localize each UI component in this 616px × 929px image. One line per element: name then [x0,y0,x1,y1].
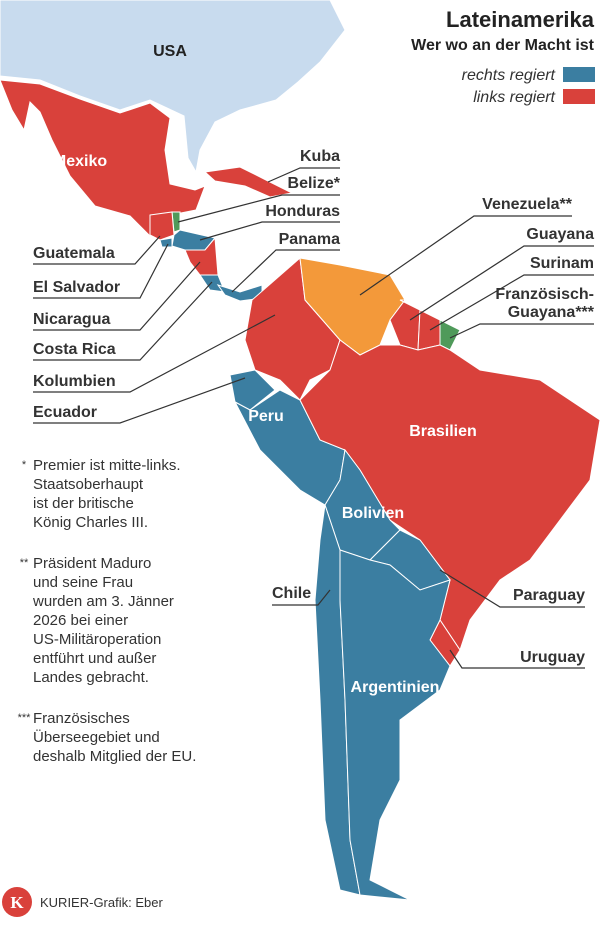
leader-line [177,194,340,223]
country-shape [0,0,346,174]
country-shape [299,339,601,652]
country-labels: USA Mexiko Kuba Belize* Guatemala Honduras El … [33,43,595,696]
country-label: Honduras [265,203,340,220]
country-label: Peru [248,408,284,425]
country-label: Venezuela** [482,196,573,213]
footnote-line: deshalb Mitglied der EU. [33,748,196,765]
leader-line [231,249,340,293]
country-label: Costa Rica [33,341,116,358]
country-label: Guayana*** [508,304,595,321]
leader-line [272,589,331,606]
countries [0,0,601,901]
country-shape [159,237,173,248]
country-label: Brasilien [409,423,477,440]
footnote-line: wurden am 3. Jänner [32,593,174,610]
country-label: Bolivien [342,505,404,522]
subtitle: Wer wo an der Macht ist [411,37,595,54]
credit: KURIER-Grafik: Eber [40,895,163,910]
country-label: Guayana [526,226,594,243]
footnote-line: Staatsoberhaupt [33,476,144,493]
country-label: Panama [279,231,340,248]
footnote-line: entführt und außer [33,650,156,667]
legend-swatch [563,89,595,104]
country-label: Uruguay [520,649,585,666]
leader-line [449,649,585,669]
country-label: Kuba [300,148,340,165]
country-label: Französisch- [495,286,594,303]
leader-line [409,245,594,321]
country-label: Kolumbien [33,373,116,390]
leader-line [199,221,340,241]
country-label: Argentinien [351,679,440,696]
leader-line [439,569,585,608]
footnote-line: Überseegebiet und [33,728,160,746]
footnote-line: Präsident Maduro [33,555,151,572]
legend-swatch [563,67,595,82]
legend: rechts regiert links regiert [462,67,595,106]
leader-line [33,243,169,299]
country-shape [229,369,276,411]
leader-line [267,167,340,183]
footnotes: * Premier ist mitte-links. Staatsoberhaupt… [18,457,197,765]
footnote-line: ist der britische [33,495,134,512]
country-shape [339,549,451,901]
leader-line [429,274,594,331]
footnote-line: Französisches [33,710,130,727]
country-label: Chile [272,585,311,602]
leader-line [33,235,161,265]
leader-line [33,281,213,361]
country-label: Guatemala [33,245,115,262]
footnote-line: 2026 bei einer [33,612,128,629]
footnote-line: US-Militäroperation [33,631,161,648]
country-label: Ecuador [33,404,97,421]
legend-label: links regiert [473,89,555,106]
leader-line [449,323,594,339]
footnote-line: König Charles III. [33,514,148,531]
footnote-line: Landes gebracht. [33,669,149,686]
country-label: Surinam [530,255,594,272]
footnote-marker: * [22,459,27,471]
title: Lateinamerika [446,7,595,32]
footnote-line: und seine Frau [33,574,133,591]
country-label: Paraguay [513,587,585,604]
logo-circle [2,887,32,917]
logo: K [10,893,24,912]
leader-line [33,377,246,424]
country-label: Belize* [288,175,341,192]
footnote-line: Premier ist mitte-links. [33,457,181,474]
country-label: USA [153,43,187,60]
legend-label: rechts regiert [462,67,556,84]
leader-line [359,215,572,296]
leader-line [33,314,276,393]
country-shape [149,211,175,241]
country-label: Nicaragua [33,311,110,328]
footnote-marker: *** [18,712,32,724]
footnote-marker: ** [20,557,29,569]
country-label: El Salvador [33,279,120,296]
country-label: Mexiko [53,153,107,170]
leader-line [33,261,201,331]
